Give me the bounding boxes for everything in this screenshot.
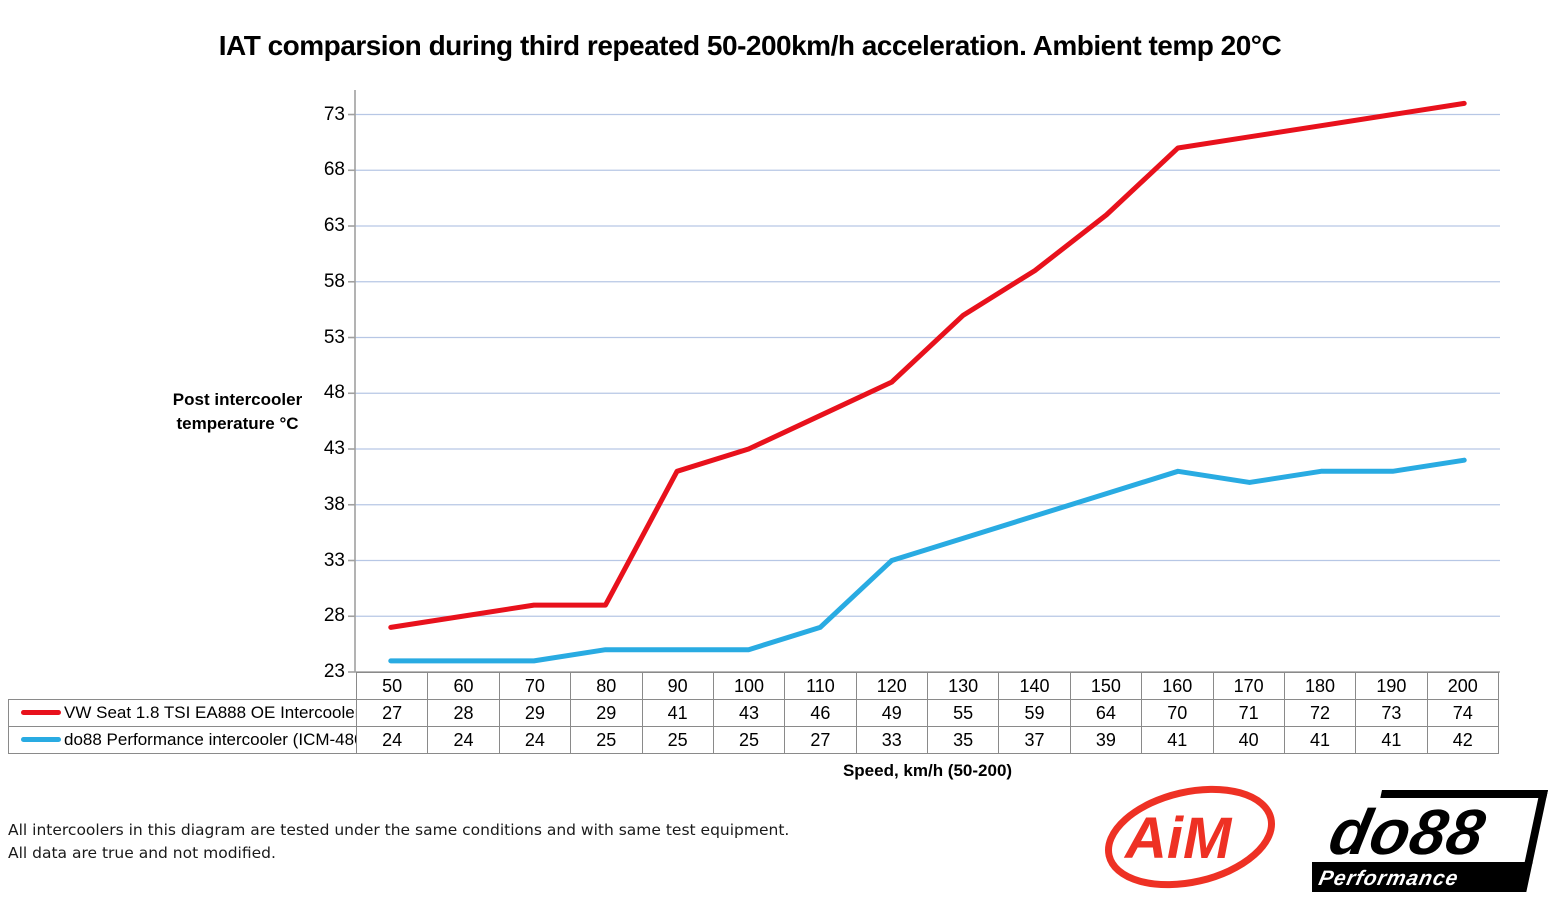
legend-line-swatch bbox=[21, 737, 61, 743]
value-cell: 41 bbox=[1141, 726, 1214, 754]
speed-header-cell: 200 bbox=[1426, 672, 1500, 700]
value-cell: 28 bbox=[427, 699, 500, 727]
speed-header-cell: 190 bbox=[1355, 672, 1428, 700]
value-cell: 25 bbox=[570, 726, 643, 754]
legend-cell: VW Seat 1.8 TSI EA888 OE Intercooler bbox=[8, 699, 357, 727]
y-tick-label: 68 bbox=[323, 159, 345, 181]
series-row-0: VW Seat 1.8 TSI EA888 OE Intercooler 27 28… bbox=[8, 699, 1500, 727]
value-cell: 46 bbox=[784, 699, 857, 727]
value-cell: 72 bbox=[1283, 699, 1357, 727]
y-tick-label: 73 bbox=[323, 103, 345, 125]
speed-header-cell: 90 bbox=[641, 672, 714, 700]
legend-label: do88 Performance intercooler (ICM-480) bbox=[64, 730, 357, 749]
x-axis-title: Speed, km/h (50-200) bbox=[842, 761, 1013, 780]
value-cell: 29 bbox=[570, 699, 643, 727]
speed-header-cell: 170 bbox=[1212, 672, 1285, 700]
y-tick-label: 28 bbox=[323, 605, 345, 627]
value-cell: 35 bbox=[926, 726, 1000, 754]
y-tick-label: 53 bbox=[323, 326, 345, 348]
do88-logo-subtext: Performance bbox=[1317, 867, 1461, 890]
value-cell: 25 bbox=[712, 726, 786, 754]
do88-logo-text: do88 bbox=[1323, 796, 1492, 868]
value-cell: 24 bbox=[355, 726, 429, 754]
y-axis-title-line2: temperature °C bbox=[176, 414, 299, 433]
value-cell: 70 bbox=[1141, 699, 1214, 727]
footnote-line1: All intercoolers in this diagram are tes… bbox=[8, 821, 790, 839]
value-cell: 43 bbox=[712, 699, 786, 727]
legend-line-swatch bbox=[21, 710, 61, 716]
plot-area bbox=[335, 85, 1505, 677]
value-cell: 37 bbox=[998, 726, 1071, 754]
speed-header-cell: 120 bbox=[855, 672, 929, 700]
value-cell: 27 bbox=[355, 699, 429, 727]
value-cell: 27 bbox=[784, 726, 857, 754]
value-cell: 74 bbox=[1426, 699, 1500, 727]
line-chart bbox=[348, 90, 1500, 673]
speed-header-cell: 150 bbox=[1069, 672, 1143, 700]
y-axis-title-line1: Post intercooler bbox=[172, 390, 303, 409]
data-table: 50 60 70 80 90 100 110 120 130 140 150 160 170 180 190… bbox=[8, 672, 1500, 754]
value-cell: 59 bbox=[998, 699, 1071, 727]
aim-logo-text: AiM bbox=[1123, 806, 1233, 871]
value-cell: 24 bbox=[427, 726, 500, 754]
y-tick-label: 63 bbox=[323, 215, 345, 237]
speed-header-cell: 50 bbox=[355, 672, 429, 700]
value-cell: 42 bbox=[1426, 726, 1500, 754]
speed-header-cell: 110 bbox=[784, 672, 857, 700]
series-line-1 bbox=[388, 457, 1467, 664]
value-cell: 49 bbox=[855, 699, 929, 727]
y-tick-label: 33 bbox=[323, 549, 345, 571]
series-row-1: do88 Performance intercooler (ICM-480) 24… bbox=[8, 726, 1500, 754]
table-blank-cell bbox=[9, 673, 357, 700]
speed-header-cell: 130 bbox=[926, 672, 1000, 700]
legend-label: VW Seat 1.8 TSI EA888 OE Intercooler bbox=[64, 703, 357, 722]
value-cell: 41 bbox=[1355, 726, 1428, 754]
speed-header-cell: 160 bbox=[1141, 672, 1214, 700]
y-tick-label: 58 bbox=[323, 270, 345, 292]
speed-header-cell: 140 bbox=[998, 672, 1071, 700]
y-tick-label: 43 bbox=[323, 438, 345, 459]
value-cell: 73 bbox=[1355, 699, 1428, 727]
speed-header-cell: 180 bbox=[1283, 672, 1357, 700]
speed-header-cell: 80 bbox=[570, 672, 643, 700]
y-tick-label: 38 bbox=[323, 493, 345, 515]
aim-logo-icon: AiM bbox=[1104, 785, 1276, 889]
speed-header-cell: 100 bbox=[712, 672, 786, 700]
y-axis-title: Post intercooler temperature °C bbox=[150, 388, 325, 436]
value-cell: 64 bbox=[1069, 699, 1143, 727]
speed-header-cell: 70 bbox=[498, 672, 572, 700]
do88-logo-icon: do88 Performance bbox=[1312, 790, 1548, 892]
value-cell: 39 bbox=[1069, 726, 1143, 754]
value-cell: 40 bbox=[1212, 726, 1285, 754]
value-cell: 55 bbox=[926, 699, 1000, 727]
chart-title: IAT comparsion during third repeated 50-… bbox=[218, 30, 1282, 61]
value-cell: 41 bbox=[1283, 726, 1357, 754]
series-line-0 bbox=[388, 100, 1467, 630]
value-cell: 41 bbox=[641, 699, 714, 727]
legend-cell: do88 Performance intercooler (ICM-480) bbox=[8, 726, 357, 754]
footnote-line2: All data are true and not modified. bbox=[8, 844, 276, 862]
value-cell: 29 bbox=[498, 699, 572, 727]
value-cell: 33 bbox=[855, 726, 929, 754]
speed-header-cell: 60 bbox=[427, 672, 500, 700]
footnote: All intercoolers in this diagram are tes… bbox=[8, 819, 988, 865]
value-cell: 24 bbox=[498, 726, 572, 754]
value-cell: 25 bbox=[641, 726, 714, 754]
value-cell: 71 bbox=[1212, 699, 1285, 727]
table-header-row: 50 60 70 80 90 100 110 120 130 140 150 160 170 180 190… bbox=[9, 672, 1500, 700]
